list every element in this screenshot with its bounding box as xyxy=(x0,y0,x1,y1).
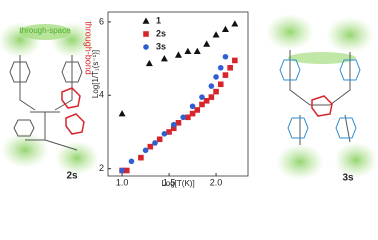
legend-label: 3s xyxy=(156,41,166,51)
triangle-marker xyxy=(212,31,220,38)
square-marker xyxy=(232,57,238,64)
triangle-marker xyxy=(193,47,201,55)
circle-marker xyxy=(119,167,125,174)
circle-marker xyxy=(208,83,215,89)
square-marker xyxy=(222,72,229,78)
molecule-2s xyxy=(0,22,99,175)
triangle-marker xyxy=(145,59,153,67)
circle-marker xyxy=(161,131,168,137)
compound-label: 2s xyxy=(66,171,78,182)
circle-marker xyxy=(222,53,229,60)
x-tick-label: 2.0 xyxy=(210,177,223,187)
square-marker xyxy=(213,88,219,95)
triangle-marker xyxy=(203,40,211,47)
circle-marker xyxy=(170,121,177,128)
square-marker xyxy=(147,143,154,150)
square-marker xyxy=(170,125,177,132)
square-marker xyxy=(189,110,196,117)
square-marker xyxy=(194,107,201,113)
circle-marker xyxy=(142,147,149,154)
y-tick-label: 6 xyxy=(99,16,104,26)
triangle-marker xyxy=(221,25,229,33)
y-tick-label: 4 xyxy=(99,90,104,100)
square-marker xyxy=(156,136,163,143)
y-axis-label: Log[1/T₁(s⁻¹)] xyxy=(91,50,100,98)
circle-marker xyxy=(143,44,149,50)
graphical-abstract: through-space through-bond 2s 3s 1.0 1.5 2… xyxy=(0,11,378,188)
y-tick-label: 2 xyxy=(99,163,104,173)
circle-marker xyxy=(189,103,196,110)
x-axis-label: Log[T(K)] xyxy=(161,179,194,188)
circle-marker xyxy=(199,94,205,100)
square-marker xyxy=(217,81,224,88)
triangle-marker xyxy=(184,47,192,55)
circle-marker xyxy=(217,64,224,71)
legend-label: 2s xyxy=(156,28,166,38)
triangle-marker xyxy=(142,17,150,24)
x-tick-label: 1.5 xyxy=(163,177,176,187)
square-marker xyxy=(166,129,172,135)
square-marker xyxy=(199,101,205,108)
square-marker xyxy=(123,167,130,174)
triangle-marker xyxy=(174,51,182,58)
circle-marker xyxy=(128,158,135,165)
x-tick-label: 1.0 xyxy=(116,177,129,187)
square-marker xyxy=(203,97,210,104)
through-bond-label: through-bond xyxy=(84,21,94,75)
square-marker xyxy=(227,64,233,71)
square-marker xyxy=(138,154,144,161)
circle-marker xyxy=(213,74,219,80)
square-marker xyxy=(143,31,149,37)
square-marker xyxy=(175,120,182,126)
legend-label: 1 xyxy=(156,15,161,25)
square-marker xyxy=(185,114,191,121)
square-marker xyxy=(208,94,215,100)
molecule-3s xyxy=(266,14,378,180)
compound-label: 3s xyxy=(342,173,354,184)
triangle-marker xyxy=(160,55,168,62)
triangle-marker xyxy=(118,110,126,117)
through-space-label: through-space xyxy=(19,26,71,35)
plot-frame xyxy=(107,11,249,177)
circle-marker xyxy=(152,140,158,146)
triangle-marker xyxy=(231,20,239,27)
circle-marker xyxy=(180,114,186,121)
